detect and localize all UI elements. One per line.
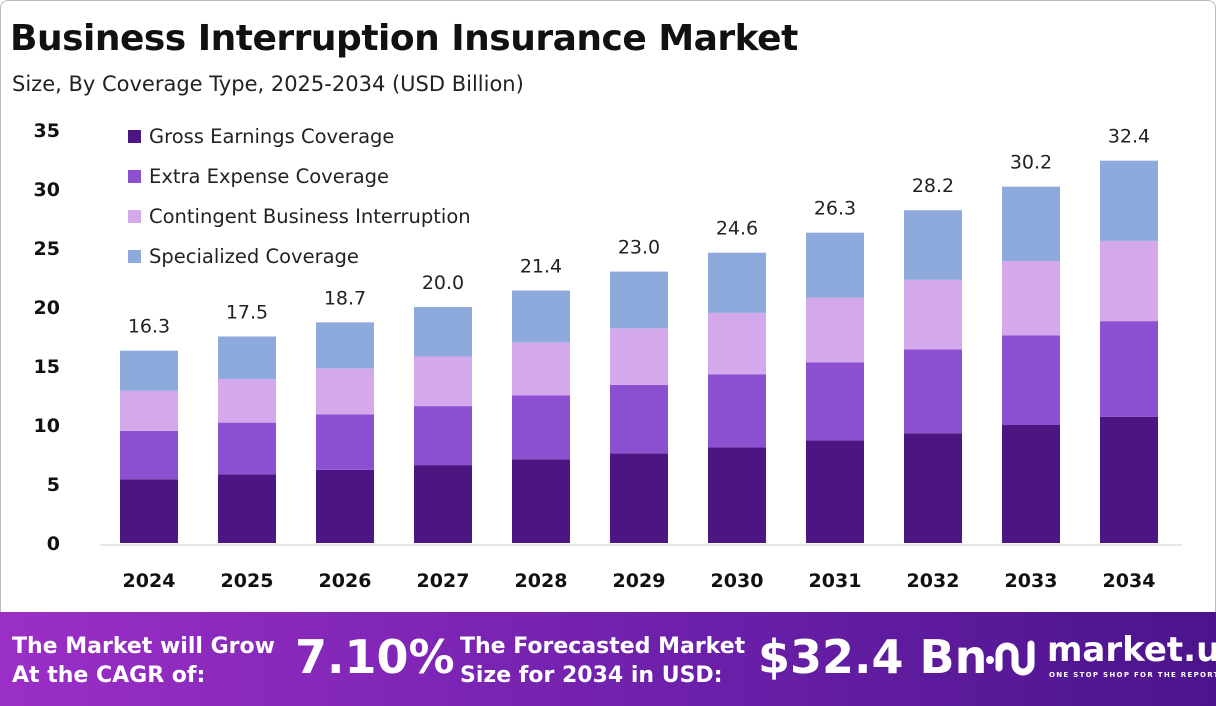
bar-segment-extra-expense-coverage <box>1002 335 1060 425</box>
y-tick-label: 15 <box>34 356 60 378</box>
y-tick-label: 25 <box>34 238 60 260</box>
legend-label: Gross Earnings Coverage <box>149 125 394 148</box>
total-data-label: 24.6 <box>716 218 758 240</box>
total-data-label: 26.3 <box>814 198 856 220</box>
total-data-label: 16.3 <box>128 316 170 338</box>
market-us-logo: market.us ONE STOP SHOP FOR THE REPORTS <box>985 630 1216 684</box>
bar-segment-gross-earnings-coverage <box>218 474 276 543</box>
bar-segment-gross-earnings-coverage <box>120 479 178 543</box>
total-data-label: 20.0 <box>422 272 464 294</box>
x-tick-label: 2032 <box>907 570 960 592</box>
cagr-label: The Market will Grow At the CAGR of: <box>12 634 275 688</box>
bar-segment-specialized-coverage <box>120 350 178 391</box>
legend-swatch <box>128 130 141 143</box>
bar-segment-contingent-business-interruption <box>1002 260 1060 336</box>
x-tick-label: 2029 <box>613 570 666 592</box>
legend-label: Specialized Coverage <box>149 245 359 268</box>
total-data-label: 28.2 <box>912 175 954 197</box>
total-data-label: 17.5 <box>226 302 268 324</box>
logo-tagline: ONE STOP SHOP FOR THE REPORTS <box>1049 671 1216 679</box>
x-tick-label: 2026 <box>319 570 372 592</box>
total-data-label: 23.0 <box>618 237 660 259</box>
total-data-label: 21.4 <box>520 255 562 277</box>
legend-swatch <box>128 210 141 223</box>
bar-segment-gross-earnings-coverage <box>414 465 472 543</box>
x-tick-label: 2034 <box>1103 570 1156 592</box>
x-tick-label: 2031 <box>809 570 862 592</box>
total-data-label: 32.4 <box>1108 126 1150 148</box>
y-tick-label: 20 <box>34 297 60 319</box>
bar-segment-extra-expense-coverage <box>806 362 864 441</box>
chart-subtitle: Size, By Coverage Type, 2025-2034 (USD B… <box>12 72 524 96</box>
bar-segment-extra-expense-coverage <box>512 395 570 460</box>
bar-segment-extra-expense-coverage <box>218 422 276 475</box>
y-tick-label: 30 <box>34 179 60 201</box>
bar-segment-contingent-business-interruption <box>316 368 374 415</box>
x-tick-label: 2030 <box>711 570 764 592</box>
bar-segment-contingent-business-interruption <box>610 328 668 385</box>
legend-label: Extra Expense Coverage <box>149 165 389 188</box>
bar-segment-gross-earnings-coverage <box>512 459 570 543</box>
cagr-value: 7.10% <box>295 630 455 684</box>
bar-segment-extra-expense-coverage <box>414 406 472 466</box>
x-tick-label: 2028 <box>515 570 568 592</box>
bar-segment-specialized-coverage <box>512 290 570 343</box>
bar-segment-extra-expense-coverage <box>316 414 374 470</box>
bar-segment-gross-earnings-coverage <box>708 447 766 543</box>
bar-segment-extra-expense-coverage <box>904 349 962 434</box>
bar-segment-extra-expense-coverage <box>610 384 668 454</box>
bar-segment-specialized-coverage <box>610 271 668 329</box>
bar-segment-gross-earnings-coverage <box>904 433 962 543</box>
total-data-label: 18.7 <box>324 287 366 309</box>
bar-segment-contingent-business-interruption <box>708 312 766 375</box>
bar-segment-gross-earnings-coverage <box>1100 416 1158 543</box>
bar-segment-specialized-coverage <box>904 210 962 280</box>
bar-segment-specialized-coverage <box>806 232 864 298</box>
bar-segment-specialized-coverage <box>218 336 276 379</box>
bar-segment-contingent-business-interruption <box>904 279 962 350</box>
y-tick-label: 10 <box>34 415 60 437</box>
bar-segment-extra-expense-coverage <box>120 430 178 480</box>
y-tick-label: 5 <box>47 474 60 496</box>
x-tick-label: 2033 <box>1005 570 1058 592</box>
bar-segment-extra-expense-coverage <box>1100 321 1158 417</box>
footer-banner: The Market will Grow At the CAGR of: 7.1… <box>0 612 1216 706</box>
stacked-bar-chart: 0510152025303516.3202417.5202518.7202620… <box>34 120 1182 592</box>
bar-segment-extra-expense-coverage <box>708 374 766 448</box>
bar-segment-gross-earnings-coverage <box>610 453 668 543</box>
bar-segment-contingent-business-interruption <box>414 356 472 407</box>
x-tick-label: 2025 <box>221 570 274 592</box>
legend-label: Contingent Business Interruption <box>149 205 471 228</box>
x-tick-label: 2027 <box>417 570 470 592</box>
legend-swatch <box>128 250 141 263</box>
bar-segment-contingent-business-interruption <box>1100 240 1158 322</box>
y-tick-label: 35 <box>34 120 60 142</box>
bar-segment-contingent-business-interruption <box>218 378 276 423</box>
legend-swatch <box>128 170 141 183</box>
y-tick-label: 0 <box>47 533 60 555</box>
bar-segment-contingent-business-interruption <box>512 342 570 396</box>
logo-mark-icon <box>986 640 1035 676</box>
x-tick-label: 2024 <box>123 570 176 592</box>
chart-title: Business Interruption Insurance Market <box>10 18 798 59</box>
bar-segment-gross-earnings-coverage <box>1002 425 1060 543</box>
bar-segment-contingent-business-interruption <box>120 390 178 431</box>
bar-segment-specialized-coverage <box>1002 186 1060 261</box>
total-data-label: 30.2 <box>1010 152 1052 174</box>
bar-segment-gross-earnings-coverage <box>316 469 374 543</box>
bar-segment-specialized-coverage <box>316 322 374 369</box>
bar-segment-specialized-coverage <box>414 307 472 357</box>
forecast-value: $32.4 Bn <box>758 630 988 684</box>
forecast-label: The Forecasted Market Size for 2034 in U… <box>460 634 746 688</box>
bar-segment-specialized-coverage <box>1100 160 1158 241</box>
logo-text: market.us <box>1047 630 1216 670</box>
bar-segment-contingent-business-interruption <box>806 297 864 363</box>
bar-segment-gross-earnings-coverage <box>806 440 864 543</box>
bar-segment-specialized-coverage <box>708 252 766 313</box>
